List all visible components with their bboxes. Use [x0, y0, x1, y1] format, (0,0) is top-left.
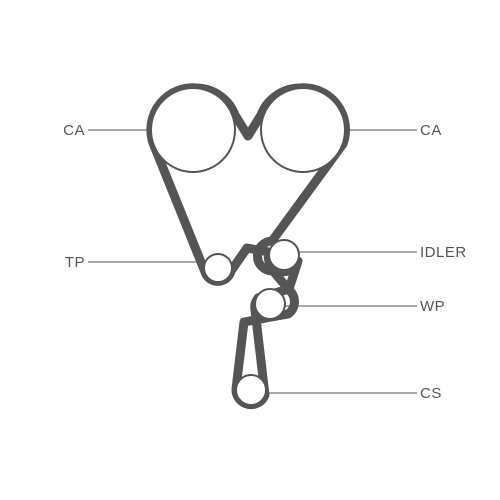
label-wp: WP [420, 298, 445, 315]
pulley-ca_left [151, 88, 235, 172]
label-ca_left: CA [63, 122, 85, 139]
label-idler: IDLER [420, 244, 467, 261]
label-ca_right: CA [420, 122, 442, 139]
label-cs: CS [420, 385, 442, 402]
pulley-ca_right [261, 88, 345, 172]
pulley-idler [269, 240, 299, 270]
pulley-tp [204, 254, 232, 282]
pulley-cs [236, 375, 266, 405]
pulley-wp [255, 289, 285, 319]
label-tp: TP [65, 254, 85, 271]
timing-belt-diagram: CA CA TP IDLER WP CS [0, 0, 500, 500]
